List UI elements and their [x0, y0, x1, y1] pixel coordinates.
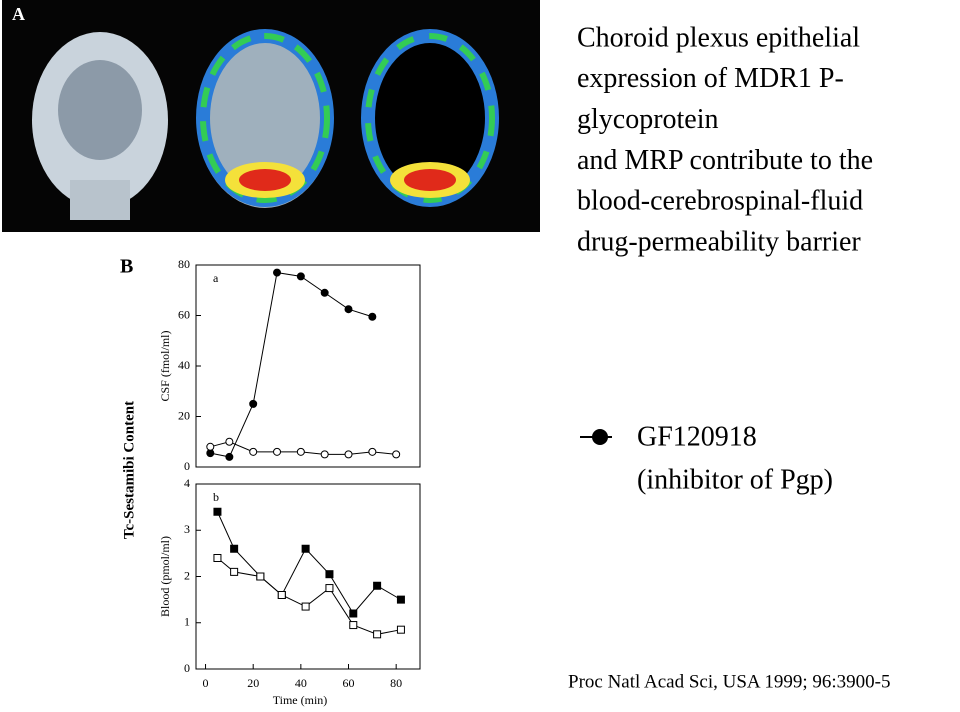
title-block: Choroid plexus epithelial expression of M… — [577, 22, 873, 257]
marker — [320, 288, 329, 297]
marker — [396, 595, 405, 604]
scan-inner — [58, 60, 142, 160]
y-tick-label: 20 — [178, 408, 190, 422]
title-line: blood-cerebrospinal-fluid — [577, 186, 863, 217]
title-line: glycoprotein — [577, 104, 719, 135]
ring-green-2 — [365, 33, 495, 203]
marker — [213, 507, 222, 516]
marker — [301, 602, 310, 611]
marker — [249, 399, 258, 408]
legend-note: (inhibitor of Pgp) — [637, 464, 833, 495]
legend-marker — [592, 429, 608, 445]
marker — [396, 625, 405, 634]
scan-colored — [197, 32, 333, 208]
marker — [325, 584, 334, 593]
hot-red — [239, 169, 291, 191]
marker — [230, 567, 239, 576]
marker — [320, 450, 329, 459]
marker — [225, 452, 234, 461]
y-tick-label: 0 — [184, 459, 190, 473]
y-tick-label: 60 — [178, 307, 190, 321]
marker — [206, 442, 215, 451]
marker — [344, 305, 353, 314]
x-tick-label: 80 — [390, 676, 402, 690]
title-line: Choroid plexus epithelial — [577, 22, 860, 53]
y-tick-label: 0 — [184, 661, 190, 675]
y-tick-label: 2 — [184, 568, 190, 582]
x-tick-label: 40 — [295, 676, 307, 690]
plot-frame — [195, 264, 421, 468]
panel-label: B — [120, 256, 133, 278]
panel-letter: a — [213, 271, 219, 285]
marker — [225, 437, 234, 446]
y-tick-label: 3 — [184, 522, 190, 536]
x-axis-label: Time (min) — [273, 693, 328, 707]
marker — [230, 544, 239, 553]
marker — [296, 272, 305, 281]
plot-frame — [195, 483, 421, 670]
series-line — [210, 272, 373, 458]
marker — [373, 630, 382, 639]
x-tick-label: 0 — [203, 676, 209, 690]
y-tick-label: 1 — [184, 615, 190, 629]
title-line: drug-permeability barrier — [577, 226, 861, 257]
y-axis-label: Blood (pmol/ml) — [158, 536, 172, 617]
series-line — [217, 557, 402, 635]
marker — [344, 450, 353, 459]
y-tick-label: 80 — [178, 257, 190, 271]
marker — [301, 544, 310, 553]
x-tick-label: 20 — [247, 676, 259, 690]
panel-letter: b — [213, 490, 219, 504]
scan-neck — [70, 180, 130, 220]
marker — [256, 572, 265, 581]
citation: Proc Natl Acad Sci, USA 1999; 96:3900-5 — [568, 671, 890, 692]
marker — [213, 554, 222, 562]
marker — [349, 609, 358, 618]
marker — [368, 312, 377, 321]
legend-label: GF120918 — [637, 421, 757, 452]
marker — [273, 268, 282, 277]
ring-green — [200, 33, 330, 203]
title-line: expression of MDR1 P- — [577, 63, 844, 94]
y-tick-label: 4 — [184, 476, 190, 490]
panel-label: A — [12, 4, 25, 24]
shared-y-label: Tc-Sestamibi Content — [121, 401, 137, 539]
marker — [249, 447, 258, 456]
series-line — [216, 511, 402, 615]
y-axis-label: CSF (fmol/ml) — [158, 330, 172, 401]
hot-red-2 — [404, 169, 456, 191]
y-tick-label: 40 — [178, 358, 190, 372]
marker — [392, 450, 401, 459]
marker — [368, 447, 377, 456]
marker — [277, 591, 286, 599]
marker — [325, 570, 334, 579]
marker — [373, 581, 382, 590]
marker — [273, 447, 282, 456]
marker — [296, 447, 305, 456]
x-tick-label: 60 — [343, 676, 355, 690]
title-line: and MRP contribute to the — [577, 145, 873, 176]
brain-image: A — [2, 0, 540, 232]
marker — [349, 621, 358, 630]
